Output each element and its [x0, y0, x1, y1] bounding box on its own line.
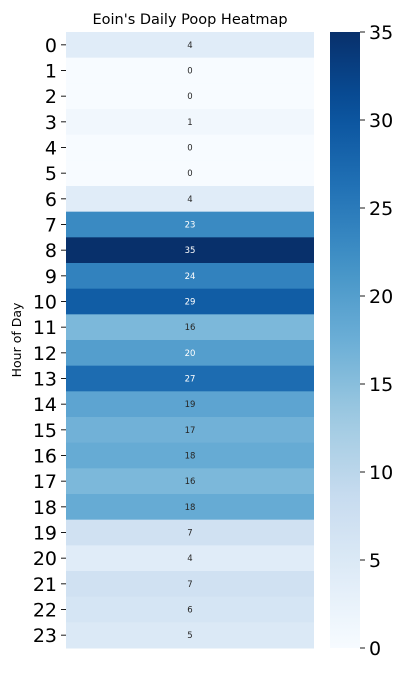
cell-value-label: 18: [185, 452, 196, 462]
y-tick-label: 2: [45, 86, 57, 108]
heatmap-cell: [66, 134, 314, 161]
colorbar-tick-label: 20: [369, 286, 393, 308]
y-axis-label: Hour of Day: [9, 302, 24, 377]
cell-value-label: 7: [187, 580, 192, 590]
colorbar-tick-label: 0: [369, 638, 381, 660]
colorbar-gradient: [330, 32, 360, 648]
colorbar-tick-label: 5: [369, 550, 381, 572]
cell-value-label: 4: [187, 554, 192, 564]
cell-value-label: 29: [185, 298, 196, 308]
cell-value-label: 19: [185, 400, 196, 410]
heatmap-cell: [66, 494, 314, 521]
heatmap-cell: [66, 442, 314, 469]
cell-value-label: 27: [185, 375, 196, 385]
heatmap-cell: [66, 365, 314, 392]
colorbar-tick-label: 15: [369, 374, 393, 396]
y-tick-label: 6: [45, 189, 57, 211]
heatmap-cell: [66, 211, 314, 238]
cell-value-label: 23: [185, 221, 196, 231]
heatmap-cell: [66, 288, 314, 315]
heatmap-cell: [66, 519, 314, 546]
cell-value-label: 35: [185, 246, 196, 256]
chart-title: Eoin's Daily Poop Heatmap: [92, 12, 287, 28]
heatmap-cell: [66, 468, 314, 495]
heatmap-cell: [66, 237, 314, 264]
cell-value-label: 16: [185, 477, 196, 487]
y-tick-label: 20: [33, 548, 57, 570]
heatmap-cell: [66, 571, 314, 598]
heatmap-cell: [66, 109, 314, 136]
heatmap-cell: [66, 83, 314, 110]
heatmap-cell: [66, 186, 314, 213]
y-tick-label: 9: [45, 266, 57, 288]
cell-value-label: 5: [187, 631, 192, 641]
cell-value-label: 0: [187, 92, 192, 102]
colorbar: 0 5 10 15 20 25 30 35: [330, 22, 393, 660]
cell-value-label: 4: [187, 195, 192, 205]
y-tick-label: 11: [33, 317, 57, 339]
y-tick-label: 3: [45, 112, 57, 134]
cell-value-label: 1: [187, 118, 192, 128]
colorbar-tick-label: 25: [369, 198, 393, 220]
heatmap-cell: [66, 32, 314, 59]
colorbar-tick-label: 10: [369, 462, 393, 484]
heatmap-cell: [66, 391, 314, 418]
cell-value-label: 24: [185, 272, 196, 282]
y-tick-label: 7: [45, 215, 57, 237]
y-tick-label: 17: [33, 471, 57, 493]
cell-value-label: 7: [187, 529, 192, 539]
heatmap-cells: 4 0 0 1 0 0 4 23 35 24 29 16 20 27 19 17 18 16 18 7 4 7 6 5: [66, 32, 314, 649]
colorbar-tick-label: 30: [369, 110, 393, 132]
heatmap-cell: [66, 263, 314, 290]
cell-value-label: 6: [187, 606, 192, 616]
y-tick-label: 22: [33, 600, 57, 622]
y-tick-label: 4: [45, 138, 57, 160]
y-tick-label: 1: [45, 61, 57, 83]
heatmap-cell: [66, 545, 314, 572]
y-tick-label: 15: [33, 420, 57, 442]
y-tick-label: 12: [33, 343, 57, 365]
cell-value-label: 0: [187, 169, 192, 179]
y-tick-label: 23: [33, 625, 57, 647]
colorbar-tick-label: 35: [369, 22, 393, 44]
y-tick-label: 13: [33, 369, 57, 391]
cell-value-label: 4: [187, 41, 192, 51]
heatmap-cell: [66, 596, 314, 623]
heatmap-cell: [66, 57, 314, 84]
y-tick-label: 21: [33, 574, 57, 596]
cell-value-label: 18: [185, 503, 196, 513]
heatmap-cell: [66, 314, 314, 341]
cell-value-label: 0: [187, 144, 192, 154]
cell-value-label: 0: [187, 67, 192, 77]
heatmap-cell: [66, 160, 314, 187]
colorbar-ticks: 0 5 10 15 20 25 30 35: [360, 22, 393, 660]
cell-value-label: 17: [185, 426, 196, 436]
cell-value-label: 16: [185, 323, 196, 333]
y-tick-label: 14: [33, 394, 57, 416]
heatmap-cell: [66, 417, 314, 444]
y-tick-label: 5: [45, 163, 57, 185]
heatmap-cell: [66, 622, 314, 649]
y-tick-label: 19: [33, 523, 57, 545]
heatmap-cell: [66, 340, 314, 367]
cell-value-label: 20: [185, 349, 196, 359]
y-tick-label: 0: [45, 35, 57, 57]
y-tick-label: 18: [33, 497, 57, 519]
y-tick-label: 10: [33, 292, 57, 314]
y-tick-label: 8: [45, 240, 57, 262]
y-tick-label: 16: [33, 446, 57, 468]
